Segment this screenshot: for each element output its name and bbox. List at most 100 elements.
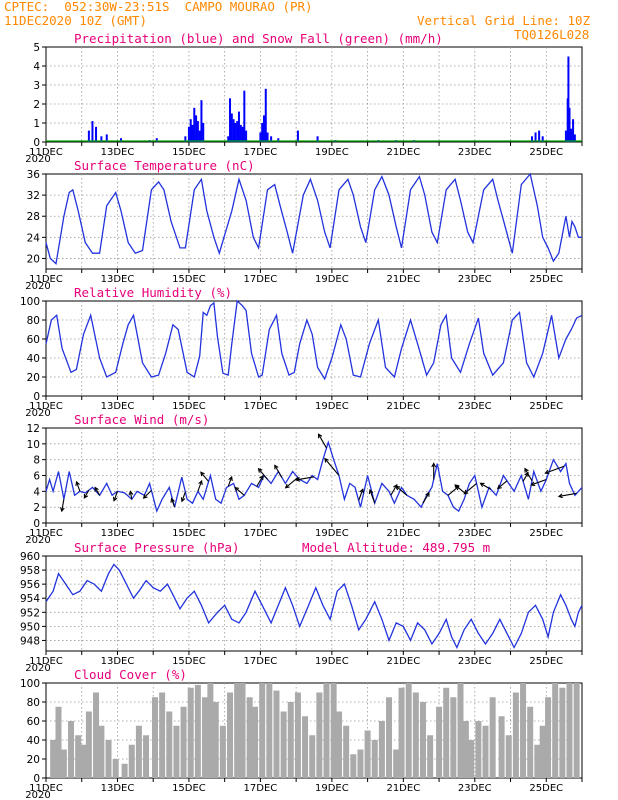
rh-ytick-label: 80 [27,315,40,327]
cloud-bar [552,683,559,778]
wind-vector [296,476,315,481]
precip-ytick-label: 0 [33,137,40,149]
cloud-bar [159,692,166,778]
temp-xtick-label: 17DEC [244,274,278,285]
cloud-xtick-label: 25DEC [529,783,563,794]
rh-line [45,299,583,381]
precip-ytick-label: 1 [33,118,40,130]
wind-vector [94,487,101,496]
wind-vector-head [479,482,485,488]
pressure-xtick-label: 25DEC [529,656,563,667]
cloud-ytick-label: 60 [27,716,40,728]
wind-vector [76,481,81,492]
wind-xtick-label: 21DEC [386,528,420,539]
cloud-ytick-label: 20 [27,754,40,766]
cloud-bar [457,683,464,778]
wind-vector-head [496,484,502,490]
wind-vector-head [234,486,240,492]
cloud-ytick-label: 80 [27,697,40,709]
temp-line [45,172,582,265]
precip-ytick-label: 4 [33,61,40,73]
cloud-bar [112,759,119,778]
cloud-bar [227,692,234,778]
wind-vector-head [259,474,264,481]
precip-bar [184,136,187,142]
rh-ytick-label: 20 [27,372,40,384]
wind-vector-head [284,483,290,489]
precip-bar [120,138,123,142]
cloud-bar [534,744,541,778]
wind-vector-head [317,433,323,439]
precip-bar [572,119,575,142]
wind-vector [83,489,90,499]
wind-vector-head [295,477,301,482]
wind-xtick-label: 23DEC [458,528,492,539]
precip-bar [264,88,267,142]
wind-vector [369,489,376,504]
rh-xtick-label: 15DEC [172,401,206,412]
wind-vector-head [128,490,134,496]
rh-ytick-label: 60 [27,334,40,346]
temp-ytick-label: 36 [27,169,41,181]
cloud-ytick-label: 100 [20,678,40,690]
wind-vector [463,482,477,495]
cloud-bar [60,749,67,778]
header-grid-line: Vertical Grid Line: 10Z [417,13,591,28]
cloud-xtick-label: 19DEC [315,783,349,794]
precip-bar [236,121,239,142]
wind-vector [531,478,547,486]
cloud-xtick-label: 17DEC [244,783,278,794]
cloud-bar [330,683,337,778]
wind-ytick-label: 6 [33,471,40,483]
wind-vector-head [324,457,329,463]
wind-vector-head [544,469,550,475]
precip-bar [270,136,273,142]
wind-ytick-label: 12 [27,423,40,435]
pressure-title: Surface Pressure (hPa) [74,540,240,555]
wind-vector [197,480,203,492]
wind-vector [200,471,210,482]
rh-ytick-label: 0 [33,391,40,403]
rh-ytick-label: 40 [27,353,40,365]
precip-bar [538,130,541,142]
precip-xtick-label: 15DEC [172,147,206,158]
rh-xtick-label: 11DEC [29,401,63,412]
cloud-bar [566,683,573,778]
temp-xtick-label: 25DEC [529,274,563,285]
precip-bar [296,130,299,142]
wind-xtick-label: 13DEC [101,528,135,539]
wind-line [45,440,583,514]
temp-xtick-label: 11DEC [29,274,63,285]
cloud-bar [187,687,194,778]
pressure-ytick-label: 960 [20,551,40,563]
precip-bar [261,123,264,142]
cloud-bar [405,683,412,778]
wind-ytick-label: 4 [33,486,40,498]
cloud-bar [316,692,323,778]
wind-vector [129,491,133,500]
wind-vector [545,465,565,474]
cloud-bar [443,687,450,778]
wind-vector-head [142,494,148,499]
wind-ytick-label: 10 [27,439,40,451]
wind-vector [113,491,118,501]
wind-vector [256,475,264,487]
precip-xtick-label: 17DEC [244,147,278,158]
cloud-bar [207,683,214,778]
cloud-bar [246,697,253,778]
precip-bar [198,130,201,142]
precip-bar [570,128,573,142]
wind-vector-head [359,488,364,494]
wind-vector-head [180,497,186,503]
cloud-bar [266,683,273,778]
cloud-bar [234,683,241,778]
precip-bar [259,132,262,142]
wind-vector [171,498,176,508]
precip-bar [95,126,98,142]
cloud-bar [143,735,150,778]
wind-ytick-label: 8 [33,455,40,467]
cloud-bar [436,706,443,778]
cloud-bar [462,721,469,778]
wind-vector-head [59,507,65,513]
